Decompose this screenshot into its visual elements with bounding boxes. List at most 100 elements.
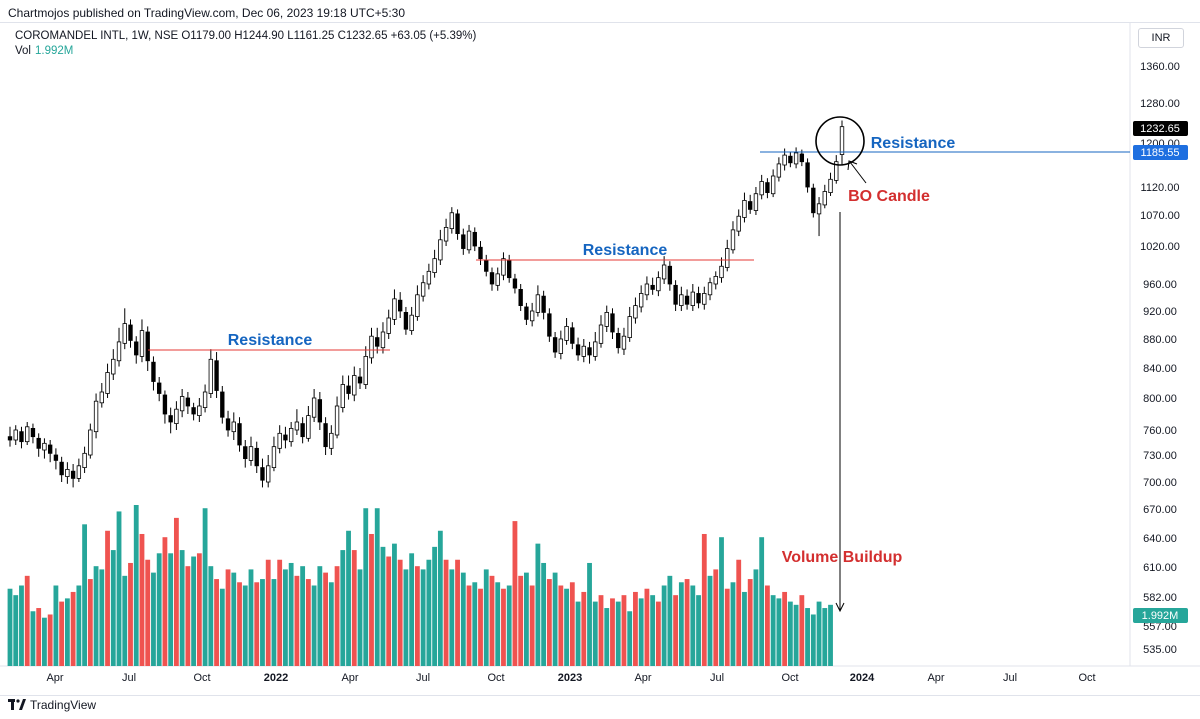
price-tick-label: 670.00 bbox=[1143, 504, 1177, 516]
candle-body bbox=[185, 397, 191, 407]
volume-bar bbox=[759, 537, 765, 666]
vol-value: 1.992M bbox=[35, 45, 74, 57]
candle-body bbox=[793, 152, 799, 165]
footer-brand: TradingView bbox=[30, 698, 97, 712]
volume-bar bbox=[564, 588, 569, 666]
volume-bar bbox=[369, 533, 374, 666]
volume-bar bbox=[437, 530, 443, 666]
price-tick-label: 582.00 bbox=[1143, 592, 1177, 604]
candle-body bbox=[828, 178, 833, 194]
volume-bar bbox=[19, 585, 24, 666]
volume-bar bbox=[328, 582, 334, 666]
time-tick-label: Jul bbox=[1003, 672, 1017, 684]
candle-body bbox=[834, 161, 839, 181]
volume-bar bbox=[753, 569, 759, 666]
candle-body bbox=[552, 337, 558, 353]
volume-bar bbox=[805, 608, 810, 666]
candle-body bbox=[518, 288, 523, 306]
candle-body bbox=[225, 418, 231, 431]
candle-body bbox=[260, 467, 265, 481]
time-tick-label: 2023 bbox=[558, 672, 582, 684]
volume-bar bbox=[569, 582, 575, 666]
volume-bar bbox=[736, 559, 742, 666]
volume-bar bbox=[42, 617, 47, 666]
candle-body bbox=[478, 246, 483, 260]
candle-body bbox=[352, 375, 357, 396]
candle-body bbox=[357, 376, 363, 384]
candle-body bbox=[661, 264, 667, 280]
candle-body bbox=[254, 447, 259, 467]
candle-body bbox=[730, 229, 736, 251]
last-price-label: 1232.65 bbox=[1140, 123, 1180, 135]
volume-bar bbox=[483, 569, 489, 666]
candle-body bbox=[59, 461, 64, 476]
volume-bar bbox=[179, 550, 185, 666]
candle-body bbox=[529, 310, 535, 322]
candle-body bbox=[696, 293, 701, 304]
volume-bar bbox=[828, 604, 833, 666]
tradingview-logo-icon bbox=[8, 699, 26, 710]
candle-body bbox=[782, 154, 787, 166]
volume-bar bbox=[156, 553, 162, 666]
candle-body bbox=[489, 272, 495, 285]
volume-bar bbox=[196, 553, 202, 666]
volume-bar bbox=[719, 537, 724, 666]
candle-body bbox=[690, 291, 695, 307]
volume-bar bbox=[208, 566, 214, 666]
volume-bar bbox=[460, 572, 466, 666]
volume-bar bbox=[558, 585, 564, 666]
volume-bar bbox=[363, 508, 369, 666]
candle-body bbox=[581, 345, 586, 357]
volume-bar bbox=[730, 582, 736, 666]
volume-bar bbox=[59, 601, 65, 666]
volume-bar bbox=[76, 585, 82, 666]
time-tick-label: Oct bbox=[1078, 672, 1095, 684]
volume-bar bbox=[707, 575, 713, 666]
candle-body bbox=[392, 298, 397, 320]
candle-body bbox=[719, 265, 724, 279]
candle-body bbox=[621, 335, 627, 350]
chart-frame bbox=[0, 22, 1200, 696]
candle-body bbox=[122, 323, 127, 344]
candle-body bbox=[742, 200, 747, 218]
resistance-label-1: Resistance bbox=[228, 332, 313, 349]
time-tick-label: Apr bbox=[927, 672, 944, 684]
volume-bar bbox=[598, 595, 604, 666]
price-tick-label: 557.00 bbox=[1143, 621, 1177, 633]
candle-body bbox=[638, 293, 644, 308]
candle-body bbox=[300, 423, 305, 438]
volume-bar bbox=[99, 569, 105, 666]
candle-body bbox=[575, 344, 581, 356]
candle-body bbox=[426, 270, 432, 285]
candle-body bbox=[449, 212, 454, 230]
candle-body bbox=[237, 423, 242, 446]
volume-bar bbox=[661, 585, 667, 666]
currency-button[interactable]: INR bbox=[1138, 28, 1184, 48]
candle-body bbox=[466, 230, 472, 251]
candle-body bbox=[208, 358, 214, 394]
candle-body bbox=[759, 181, 764, 196]
volume-bar bbox=[501, 588, 506, 666]
candle-body bbox=[214, 360, 219, 391]
price-tick-label: 1120.00 bbox=[1141, 182, 1180, 194]
volume-bar bbox=[455, 559, 460, 666]
candle-body bbox=[19, 431, 24, 443]
price-tick-label: 700.00 bbox=[1143, 477, 1177, 489]
candle-body bbox=[375, 337, 380, 347]
volume-bar bbox=[690, 585, 696, 666]
candle-body bbox=[524, 306, 529, 320]
volume-bar bbox=[610, 598, 615, 666]
candle-body bbox=[231, 421, 236, 433]
candle-body bbox=[323, 423, 328, 448]
volume-bar bbox=[30, 611, 36, 666]
candle-body bbox=[776, 163, 782, 178]
candle-body bbox=[420, 282, 426, 297]
candle-body bbox=[369, 335, 374, 359]
price-tick-label: 800.00 bbox=[1143, 393, 1177, 405]
candle-body bbox=[501, 258, 506, 276]
candle-body bbox=[197, 405, 202, 417]
candle-body bbox=[765, 182, 770, 194]
volume-bar bbox=[638, 598, 644, 666]
candle-body bbox=[145, 331, 150, 362]
